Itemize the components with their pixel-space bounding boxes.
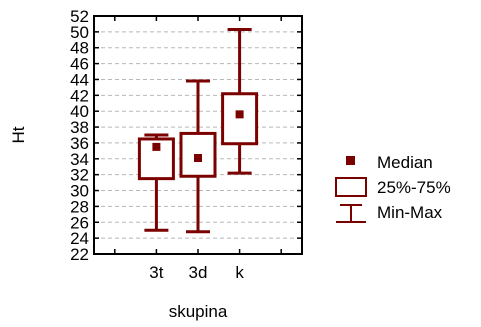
y-tick-label: 24 (70, 229, 89, 248)
y-tick-label: 22 (70, 245, 89, 264)
median-marker (152, 142, 161, 151)
x-tick-label-3d: 3d (189, 263, 208, 282)
box-plot-series (137, 27, 259, 234)
box-3t (137, 133, 175, 232)
x-tick-label-3t: 3t (149, 263, 163, 282)
legend-label-box: 25%-75% (377, 178, 451, 197)
y-tick-label: 26 (70, 213, 89, 232)
y-tick-label: 42 (70, 86, 89, 105)
legend-whisker-symbol (336, 204, 366, 223)
legend: Median 25%-75% Min-Max (335, 153, 451, 223)
iqr-box (221, 92, 259, 146)
y-tick-label: 28 (70, 197, 89, 216)
median-marker (235, 110, 244, 119)
box-k (221, 27, 259, 175)
y-tick-label: 46 (70, 55, 89, 74)
x-axis-ticks: 3t 3d k (114, 16, 282, 282)
legend-label-median: Median (377, 153, 433, 172)
y-axis-title: Ht (9, 126, 28, 143)
x-tick-label-k: k (235, 263, 244, 282)
y-tick-label: 36 (70, 134, 89, 153)
y-tick-label: 32 (70, 166, 89, 185)
x-axis-title: skupina (169, 302, 228, 321)
y-tick-label: 44 (70, 70, 89, 89)
y-tick-label: 50 (70, 23, 89, 42)
legend-box-symbol (335, 177, 367, 197)
y-tick-label: 48 (70, 39, 89, 58)
y-tick-label: 52 (70, 7, 89, 26)
box-3d (179, 79, 217, 234)
y-tick-label: 40 (70, 102, 89, 121)
y-tick-label: 34 (70, 150, 89, 169)
median-marker (194, 154, 202, 163)
legend-label-minmax: Min-Max (377, 203, 443, 222)
y-tick-label: 30 (70, 182, 89, 201)
legend-median-marker (346, 156, 355, 165)
y-tick-label: 38 (70, 118, 89, 137)
